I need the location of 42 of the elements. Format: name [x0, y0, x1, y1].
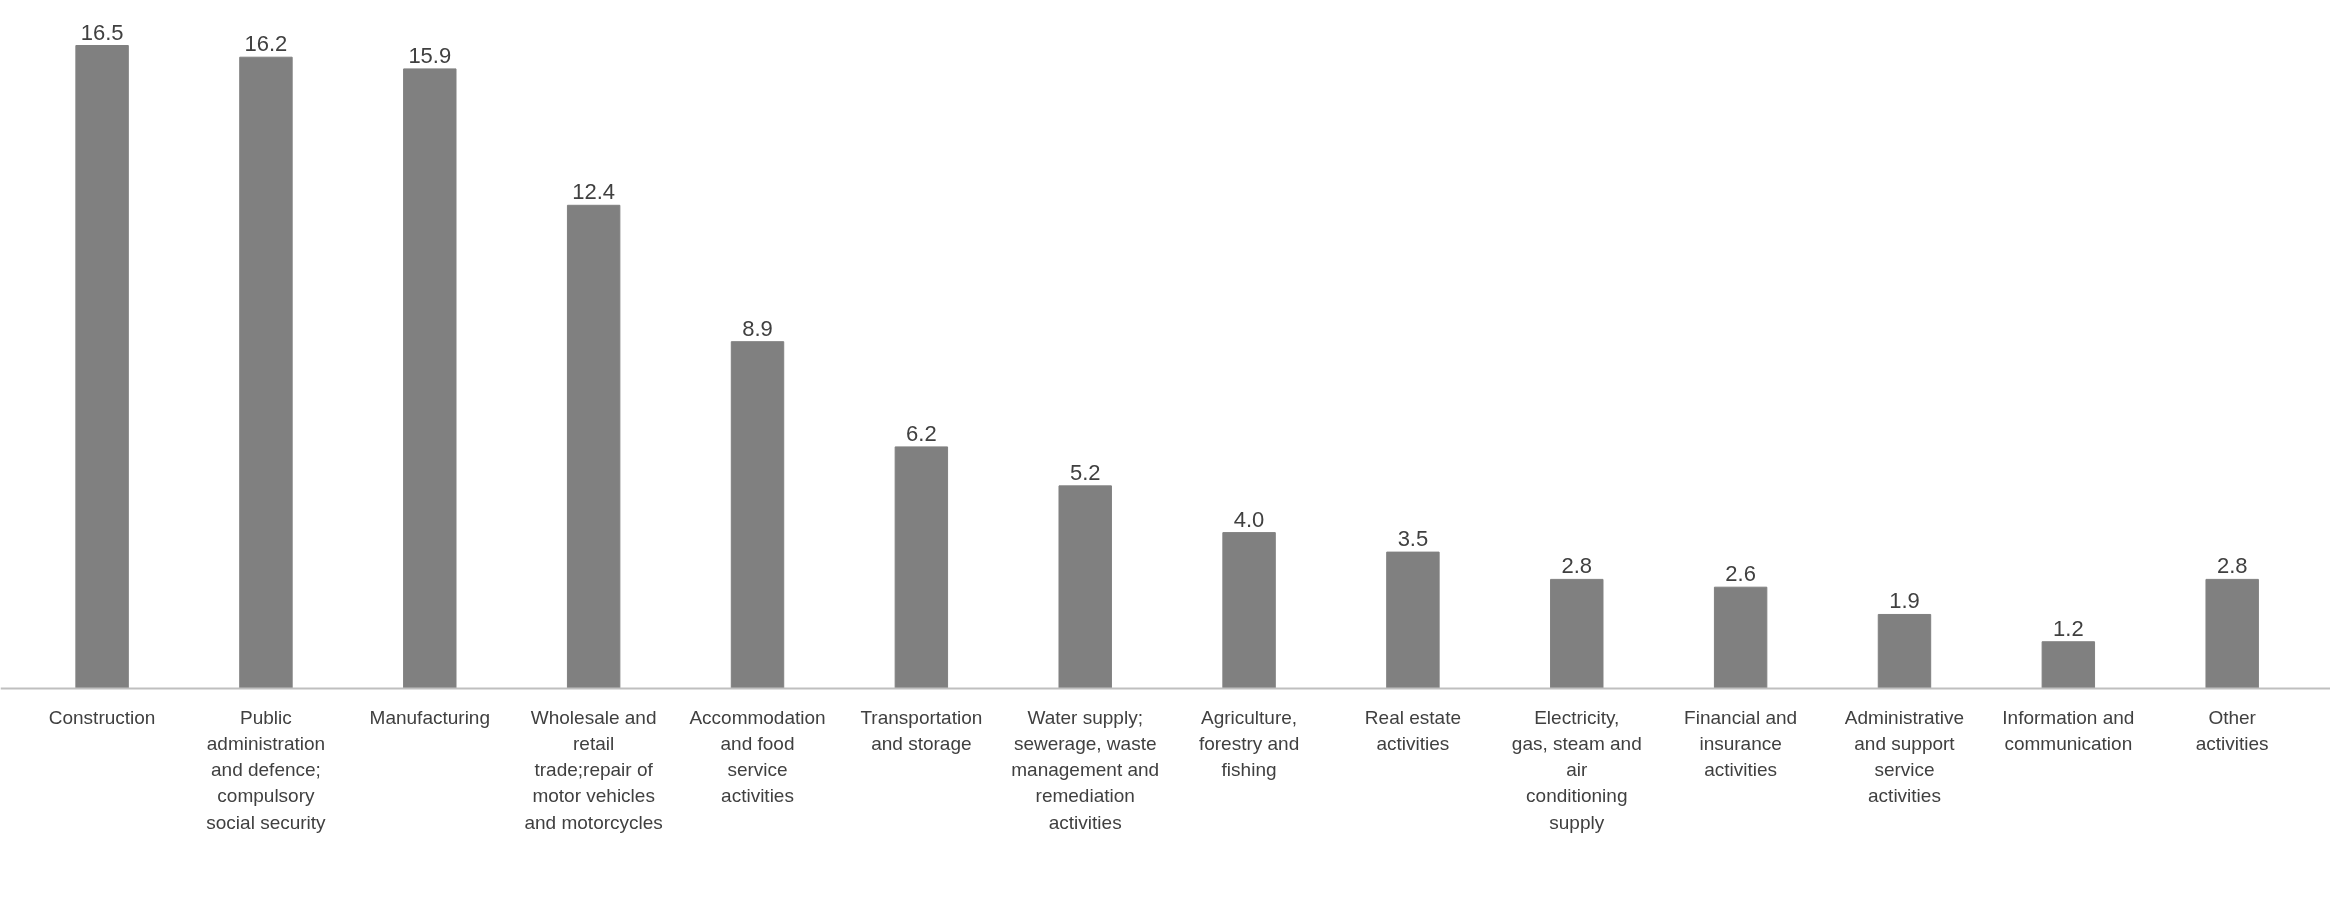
- bar: [403, 68, 457, 689]
- bar: [239, 56, 293, 689]
- data-label: 1.2: [2053, 615, 2084, 641]
- data-label: 2.8: [2216, 553, 2248, 579]
- bar: [1386, 551, 1440, 689]
- data-label: 6.2: [906, 420, 937, 446]
- x-tick-label: Electricity, gas, steam and air conditioning supply: [1511, 706, 1642, 833]
- x-tick-label: Real estate activities: [1364, 706, 1461, 754]
- x-tick-label: Information and communication: [2002, 706, 2135, 754]
- data-label: 2.6: [1725, 561, 1756, 587]
- x-tick-label: Construction: [48, 706, 156, 728]
- x-tick-label: Manufacturing: [369, 706, 490, 728]
- x-tick-label: Other activities: [2195, 706, 2269, 754]
- x-tick-label: Agriculture, forestry and fishing: [1198, 706, 1300, 780]
- bar: [1713, 586, 1768, 689]
- data-label: 2.8: [1561, 553, 1593, 579]
- data-label: 12.4: [572, 179, 616, 205]
- x-tick-label: Financial and insurance activities: [1684, 706, 1798, 780]
- bar: [730, 341, 785, 689]
- bar: [1222, 532, 1276, 689]
- x-tick-label: Administrative and support service activities: [1844, 706, 1965, 807]
- bar: [2205, 578, 2259, 689]
- x-tick-label: Water supply; sewerage, waste management and remediation activities: [1011, 706, 1160, 833]
- x-tick-label: Public administration and defence; compulsory social security: [206, 706, 327, 833]
- bar: [894, 446, 949, 689]
- bar: [1550, 578, 1604, 689]
- x-tick-label: Wholesale and retail trade;repair of motor vehicles and motorcycles: [524, 706, 663, 833]
- data-label: 5.2: [1069, 459, 1101, 485]
- bar: [2041, 641, 2096, 689]
- data-label: 15.9: [408, 42, 452, 68]
- bar: [566, 204, 621, 689]
- data-label: 16.5: [80, 19, 124, 45]
- data-label: 1.9: [1889, 588, 1920, 614]
- data-label: 4.0: [1233, 506, 1265, 532]
- bar: [75, 45, 129, 689]
- bar: [1877, 613, 1932, 689]
- data-label: 3.5: [1397, 526, 1429, 552]
- x-tick-label: Transportation and storage: [860, 706, 983, 754]
- data-label: 16.2: [244, 31, 288, 57]
- x-tick-label: Accommodation and food service activities: [689, 706, 826, 807]
- bar: [1058, 485, 1112, 689]
- data-label: 8.9: [742, 315, 773, 341]
